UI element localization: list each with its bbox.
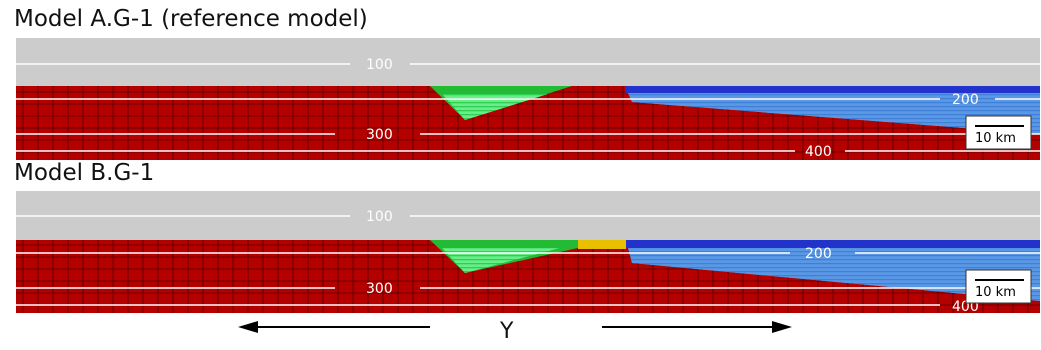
contour-label-300: 300: [366, 127, 393, 143]
contour-label-100: 100: [366, 209, 393, 225]
panel-title: Model B.G-1: [14, 160, 155, 186]
contour-label-100: 100: [366, 57, 393, 73]
panel-title: Model A.G-1 (reference model): [14, 6, 368, 32]
scale-bar-label: 10 km: [975, 131, 1016, 146]
yellow-unit: [578, 240, 626, 249]
contour-label-300: 300: [366, 281, 393, 297]
contour-label-400: 400: [805, 144, 832, 160]
scale-bar-label: 10 km: [975, 285, 1016, 300]
blue-sediment-stripes: [626, 240, 1040, 301]
left-arrow-head: [238, 321, 258, 333]
right-arrow-head: [772, 321, 792, 333]
contour-label-200: 200: [952, 92, 979, 108]
model-b-cross-section: 100 200 300 400 10 km: [16, 191, 1040, 313]
y-axis-indicator: Y: [238, 319, 792, 344]
contour-label-200: 200: [805, 246, 832, 262]
dark-blue-top: [625, 86, 1040, 93]
y-axis-label: Y: [499, 319, 514, 344]
scale-bar: 10 km: [965, 115, 1032, 150]
air-layer: [16, 38, 1040, 86]
model-a-cross-section: 100 200 300 400 10 km: [16, 38, 1040, 160]
blue-sediment-stripes: [625, 86, 1040, 134]
dark-blue-top: [626, 240, 1040, 248]
green-basin-striped: [442, 248, 560, 273]
green-basin-striped: [442, 94, 548, 120]
scale-bar: 10 km: [965, 269, 1032, 304]
